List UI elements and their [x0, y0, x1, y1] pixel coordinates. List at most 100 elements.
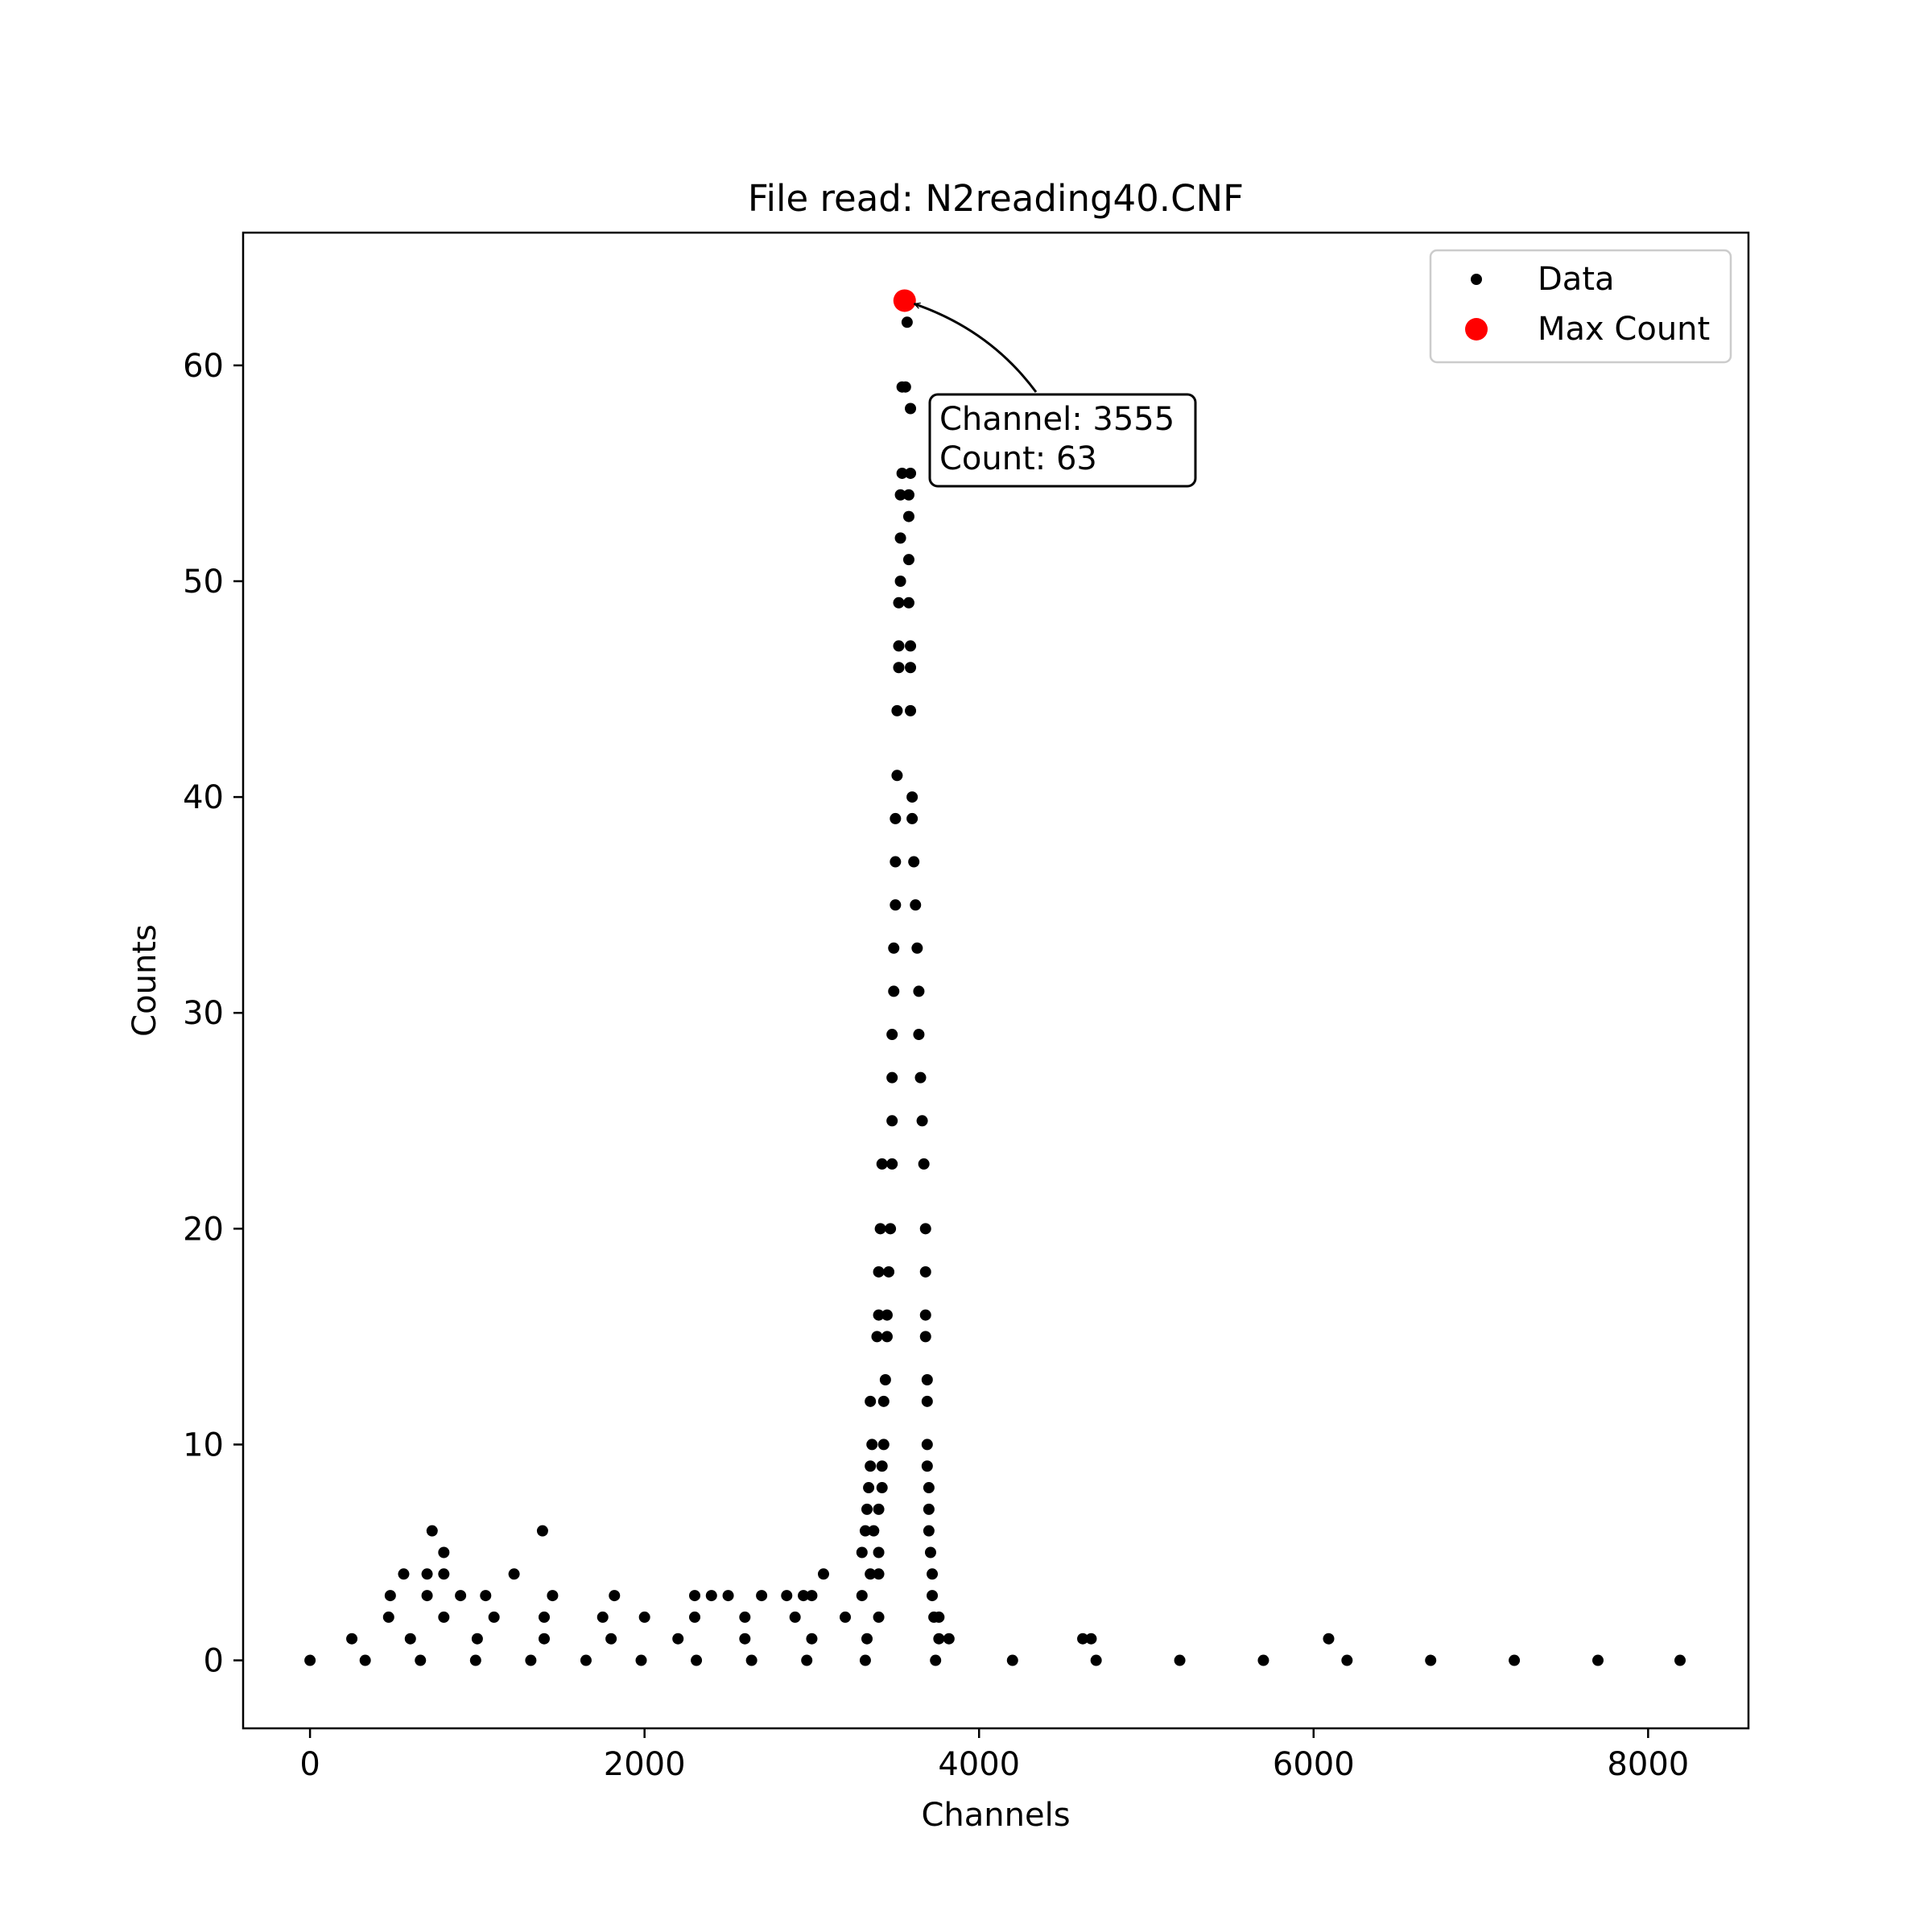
data-point	[879, 1374, 891, 1386]
data-point	[902, 597, 914, 609]
data-point	[756, 1590, 768, 1602]
data-point	[689, 1590, 700, 1602]
data-point	[1257, 1654, 1269, 1666]
data-point	[539, 1633, 550, 1645]
data-point	[877, 1439, 890, 1451]
data-point	[905, 704, 917, 716]
data-point	[927, 1568, 939, 1580]
data-point	[921, 1460, 933, 1472]
data-point	[547, 1590, 559, 1602]
data-point	[865, 1395, 877, 1407]
x-tick-label: 8000	[1607, 1746, 1689, 1783]
data-point	[781, 1590, 793, 1602]
annotation-arrow	[914, 303, 1038, 393]
data-point	[886, 1115, 898, 1127]
data-point	[873, 1568, 885, 1580]
data-point	[923, 1503, 935, 1515]
data-point	[480, 1590, 492, 1602]
data-point	[902, 510, 914, 522]
data-point	[1006, 1654, 1018, 1666]
data-point	[919, 1223, 931, 1235]
data-point	[906, 812, 919, 824]
data-point	[921, 1374, 933, 1386]
data-point	[739, 1633, 751, 1645]
data-point	[905, 640, 917, 652]
data-point	[806, 1633, 818, 1645]
data-point	[789, 1611, 801, 1623]
data-point	[896, 467, 908, 479]
data-point	[871, 1331, 883, 1343]
data-point	[890, 856, 902, 868]
legend-max-marker	[1465, 318, 1488, 341]
data-point	[609, 1590, 621, 1602]
annotation: Channel: 3555 Count: 63	[914, 303, 1197, 488]
data-point	[705, 1590, 717, 1602]
plot-frame	[242, 231, 1750, 1730]
legend-data-marker	[1471, 274, 1482, 285]
data-point	[840, 1611, 851, 1623]
data-point	[1077, 1633, 1089, 1645]
data-point	[861, 1633, 873, 1645]
data-point	[691, 1654, 703, 1666]
data-point	[902, 554, 914, 566]
data-point	[919, 1309, 931, 1321]
legend-data-label: Data	[1538, 261, 1615, 298]
data-point	[886, 1071, 898, 1084]
data-point	[1323, 1633, 1335, 1645]
data-point	[359, 1654, 371, 1666]
y-tick-label: 30	[183, 995, 224, 1032]
data-point	[888, 985, 900, 997]
x-tick-label: 2000	[604, 1746, 686, 1783]
data-point	[817, 1568, 829, 1580]
data-point	[597, 1611, 609, 1623]
data-point	[856, 1590, 868, 1602]
data-point	[902, 489, 914, 501]
data-point	[508, 1568, 520, 1580]
data-point	[908, 856, 920, 868]
y-tick-label: 0	[204, 1643, 224, 1680]
data-point	[1090, 1654, 1102, 1666]
data-point	[539, 1611, 550, 1623]
data-point	[1674, 1654, 1686, 1666]
data-point	[921, 1439, 933, 1451]
x-axis-label: Channels	[921, 1797, 1070, 1834]
legend-frame	[1429, 249, 1732, 364]
data-point	[933, 1633, 945, 1645]
data-point	[923, 1482, 935, 1494]
data-point	[881, 1309, 893, 1321]
data-point	[421, 1568, 433, 1580]
data-point	[883, 1265, 895, 1278]
data-point	[346, 1633, 358, 1645]
data-point	[930, 1654, 942, 1666]
data-point	[525, 1654, 537, 1666]
data-point	[911, 942, 923, 954]
data-point	[438, 1611, 450, 1623]
data-point	[859, 1525, 871, 1537]
data-point	[874, 1223, 886, 1235]
y-tick-label: 60	[183, 348, 224, 385]
data-point	[1425, 1654, 1437, 1666]
data-point	[426, 1525, 438, 1537]
data-point	[924, 1546, 936, 1558]
data-point	[421, 1590, 433, 1602]
data-point	[888, 942, 900, 954]
data-point	[384, 1590, 396, 1602]
data-point	[1509, 1654, 1521, 1666]
plot-area	[304, 289, 1686, 1666]
data-point	[876, 1158, 888, 1170]
data-point	[927, 1590, 939, 1602]
data-point	[455, 1590, 467, 1602]
data-point	[923, 1525, 935, 1537]
y-tick-label: 40	[183, 779, 224, 816]
data-point	[916, 1115, 928, 1127]
data-point	[638, 1611, 650, 1623]
data-point	[890, 812, 902, 824]
data-point	[605, 1633, 617, 1645]
y-tick-label: 10	[183, 1426, 224, 1463]
data-point	[899, 381, 911, 393]
data-point	[890, 899, 902, 911]
data-point	[689, 1611, 700, 1623]
data-point	[886, 1029, 898, 1041]
data-point	[873, 1546, 885, 1558]
